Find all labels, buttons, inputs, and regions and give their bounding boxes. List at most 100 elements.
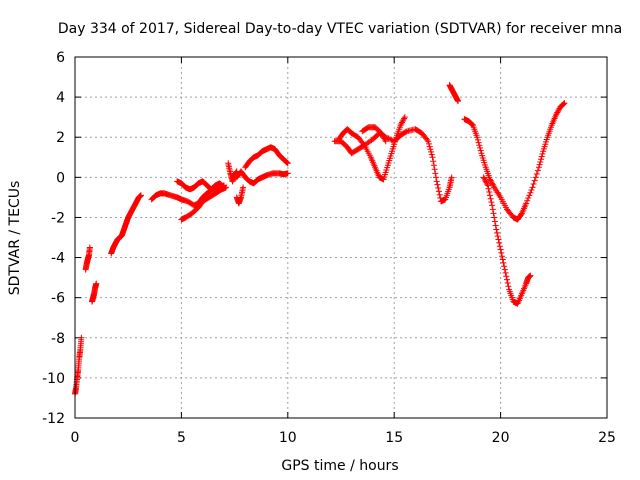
data-point [487, 177, 494, 184]
data-point [493, 226, 500, 233]
y-axis-label: SDTVAR / TECUs [7, 181, 23, 296]
data-point [485, 185, 492, 192]
x-tick-label: 10 [279, 430, 297, 446]
data-point [378, 130, 385, 137]
data-point [491, 218, 498, 225]
data-point [518, 211, 525, 218]
y-tick-label: -8 [51, 331, 65, 347]
data-point [532, 174, 539, 181]
data-point [499, 253, 506, 260]
data-point [555, 106, 562, 113]
data-point [284, 159, 291, 166]
data-point [527, 189, 534, 196]
data-point [489, 181, 496, 188]
data-point [386, 136, 393, 143]
data-point [483, 179, 490, 186]
data-point [475, 139, 482, 146]
data-point [486, 176, 493, 183]
y-tick-label: -6 [51, 291, 65, 307]
data-point [381, 135, 388, 142]
data-point [428, 148, 435, 155]
data-point [534, 167, 541, 174]
data-point [486, 192, 493, 199]
data-point [401, 115, 408, 122]
y-tick-labels: -12 -10 -8 -6 -4 -2 0 2 4 6 [42, 50, 65, 427]
data-point [496, 243, 503, 250]
data-point [78, 334, 85, 341]
data-point [397, 122, 404, 129]
y-tick-label: -4 [51, 251, 65, 267]
data-point [526, 192, 533, 199]
data-point [474, 136, 481, 143]
data-point [502, 269, 509, 276]
data-point [538, 156, 545, 163]
data-point [430, 162, 437, 169]
data-point [433, 174, 440, 181]
data-point [469, 121, 476, 128]
y-tick-label: -10 [42, 371, 65, 387]
data-point [503, 276, 510, 283]
data-point [495, 236, 502, 243]
data-point [427, 146, 434, 153]
data-point [434, 181, 441, 188]
data-point [240, 184, 247, 191]
data-point [360, 140, 367, 147]
data-point [86, 244, 93, 251]
data-point [484, 181, 491, 188]
data-point [484, 182, 491, 189]
data-point [560, 101, 567, 108]
data-point [429, 154, 436, 161]
data-point [536, 161, 543, 168]
data-point [448, 174, 455, 181]
data-point [476, 142, 483, 149]
data-point [455, 98, 462, 105]
data-point [490, 210, 497, 217]
data-point [426, 143, 433, 150]
data-point [477, 144, 484, 151]
data-point [380, 134, 387, 141]
data-point [481, 177, 488, 184]
y-tick-label: 0 [56, 170, 65, 186]
data-point [382, 138, 389, 145]
data-point [284, 170, 291, 177]
data-point [283, 158, 290, 165]
data-point [435, 188, 442, 195]
plot-frame [74, 56, 608, 419]
data-point [399, 118, 406, 125]
data-point [553, 110, 560, 117]
data-point [529, 184, 536, 191]
data-point [491, 214, 498, 221]
data-point [492, 222, 499, 229]
data-point [527, 272, 534, 279]
data-point [481, 175, 488, 182]
data-point [482, 178, 489, 185]
data-point [93, 280, 100, 287]
data-point [379, 131, 386, 138]
data-point [552, 112, 559, 119]
data-point [501, 263, 508, 270]
data-point [435, 185, 442, 192]
data-point [436, 191, 443, 198]
data-point [499, 256, 506, 263]
data-point [399, 119, 406, 126]
data-point [505, 283, 512, 290]
y-tick-label: 2 [56, 130, 65, 146]
x-tick-label: 0 [71, 430, 80, 446]
data-point [538, 153, 545, 160]
data-point [223, 184, 230, 191]
data-point [498, 249, 505, 256]
data-point [537, 158, 544, 165]
data-point [432, 170, 439, 177]
data-point [398, 120, 405, 127]
data-point [477, 147, 484, 154]
data-point [531, 177, 538, 184]
data-point [503, 273, 510, 280]
data-point [535, 164, 542, 171]
data-point [500, 259, 507, 266]
data-point [555, 108, 562, 115]
data-point [400, 116, 407, 123]
data-point [474, 134, 481, 141]
data-point [539, 150, 546, 157]
data-point [490, 183, 497, 190]
